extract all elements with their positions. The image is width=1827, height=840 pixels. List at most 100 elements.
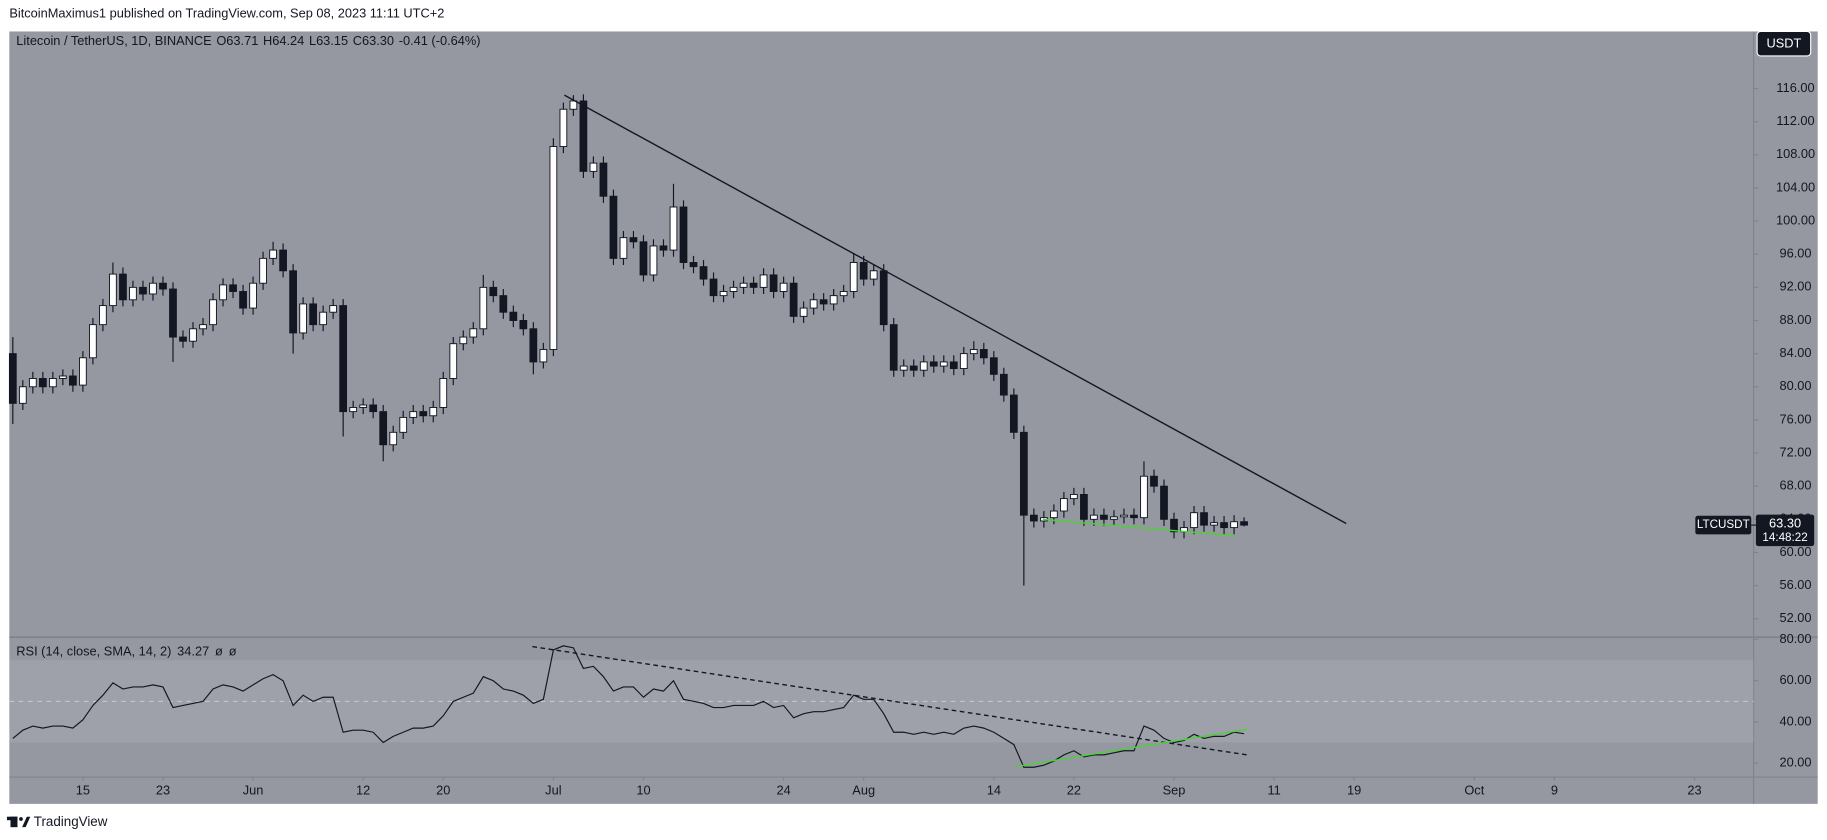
candle-body (399, 416, 408, 433)
candle-body (89, 324, 97, 359)
candle-body (38, 378, 47, 388)
y-tick-label: 96.00 (1780, 246, 1812, 261)
y-tick-label: 108.00 (1776, 146, 1815, 161)
candle-body (899, 365, 908, 371)
trendline (1042, 518, 1236, 537)
candle-body (379, 411, 388, 446)
candle-body (209, 299, 217, 326)
symbol-title: Litecoin / TetherUS, 1D, BINANCE (16, 33, 211, 48)
candle-body (529, 328, 538, 363)
candle-body (1070, 493, 1078, 500)
candle-body (199, 324, 207, 330)
y-tick-label: 84.00 (1780, 345, 1812, 360)
trendline (1015, 728, 1248, 768)
candle-body (1019, 431, 1028, 516)
candle-body (79, 357, 87, 386)
candle-body (809, 299, 818, 309)
candle-body (139, 286, 147, 295)
candle-body (959, 353, 968, 370)
candle-body (429, 407, 438, 417)
candle-body (1200, 512, 1208, 526)
candle-body (859, 262, 868, 280)
x-tick-label: 14 (987, 782, 1001, 797)
ohlc-value: 63.30 (362, 33, 394, 48)
candle-body (699, 266, 708, 280)
x-tick-label: 22 (1067, 782, 1081, 797)
currency-button[interactable] (1756, 30, 1812, 57)
candle-body (299, 303, 307, 334)
x-tick-label: Jul (545, 782, 561, 797)
candle-body (48, 378, 57, 388)
candle-body (789, 282, 798, 317)
candle-body (909, 365, 918, 371)
trendline (532, 645, 1248, 756)
candle-body (539, 349, 548, 363)
candle-body (819, 299, 828, 305)
candle-body (559, 108, 568, 147)
ohlc-value: 64.24 (272, 33, 304, 48)
candle-body (629, 237, 638, 243)
candle-body (239, 291, 247, 309)
candle-body (1230, 521, 1238, 529)
candle-body (649, 245, 658, 276)
candle-body (639, 241, 648, 276)
x-tick-label: Aug (852, 782, 875, 797)
candle-body (409, 411, 418, 418)
y-tick-label: 104.00 (1776, 179, 1815, 194)
candle-body (1090, 514, 1098, 520)
brand: TradingView (34, 814, 108, 829)
candle-body (499, 295, 508, 313)
candle-body (459, 336, 468, 345)
rsi-tick-label: 20.00 (1780, 755, 1812, 770)
candle-body (839, 291, 848, 297)
candle-body (229, 284, 237, 292)
x-tick-label: 11 (1267, 782, 1280, 797)
candle-body (149, 282, 157, 295)
candle-body (339, 305, 348, 413)
x-tick-label: 23 (1687, 782, 1701, 797)
candle-body (1110, 516, 1118, 520)
candle-body (359, 404, 368, 408)
last-price-label: 63.30 (1769, 515, 1801, 530)
rsi-legend: RSI (14, close, SMA, 14, 2) 34.27 ø ø (16, 644, 236, 659)
candle-body (829, 295, 838, 305)
rsi-value: 34.27 (177, 644, 209, 659)
candle-body (579, 100, 588, 172)
candle-body (849, 262, 858, 292)
y-tick-label: 100.00 (1776, 212, 1815, 227)
candle-body (119, 273, 127, 301)
candle-body (929, 361, 938, 367)
candle-body (759, 274, 768, 288)
rsi-na: ø (215, 644, 223, 659)
ohlc-label: O (216, 33, 226, 48)
y-tick-label: 116.00 (1776, 80, 1814, 95)
candle-body (979, 349, 988, 359)
x-tick-label: 15 (76, 782, 90, 797)
candle-body (169, 288, 177, 338)
ohlc-value: 63.71 (226, 33, 258, 48)
candle-body (889, 324, 898, 371)
candle-body (109, 273, 117, 307)
candle-body (59, 375, 67, 379)
candle-body (1210, 522, 1218, 526)
candle-body (989, 357, 998, 375)
candle-body (469, 328, 478, 338)
legend: Litecoin / TetherUS, 1D, BINANCE O63.71 H6… (16, 33, 480, 48)
candle-body (159, 282, 167, 290)
logo-part (22, 816, 31, 828)
x-tick-label: 23 (156, 782, 170, 797)
candle-body (1009, 394, 1018, 433)
candle-body (28, 378, 37, 388)
candle-body (1150, 475, 1158, 487)
rsi-tick-label: 40.00 (1780, 713, 1812, 728)
candle-body (599, 162, 608, 197)
candle-body (369, 404, 378, 413)
y-tick-label: 88.00 (1780, 312, 1812, 327)
x-tick-label: 20 (436, 782, 450, 797)
symbol-tag-label: LTCUSDT (1697, 518, 1750, 531)
ohlc-label: C (353, 33, 362, 48)
candle-body (729, 286, 738, 292)
logo-part (6, 816, 18, 821)
